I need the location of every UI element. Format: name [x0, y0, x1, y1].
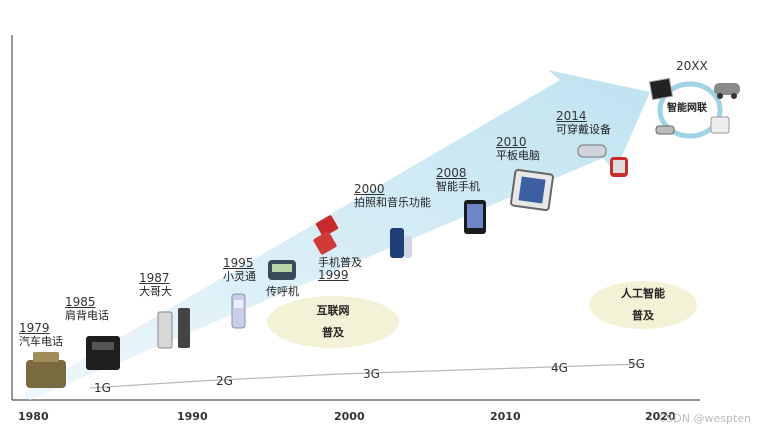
pager-icon — [268, 260, 296, 280]
event-label: 大哥大 — [139, 285, 172, 298]
bubble-line1: 人工智能 — [621, 287, 665, 300]
event-label: 肩背电话 — [65, 309, 109, 322]
event-label: 汽车电话 — [19, 335, 63, 348]
event-pager: 传呼机 — [266, 285, 299, 298]
tablet-icon — [510, 168, 554, 212]
smart-connect-circle — [657, 81, 723, 139]
car-icon — [714, 83, 740, 99]
event-2008: 2008 智能手机 — [436, 166, 480, 194]
bubble-line1: 互联网 — [316, 304, 350, 317]
event-year: 1979 — [19, 321, 50, 335]
event-1995: 1995 小灵通 — [223, 256, 256, 284]
car-phone-icon — [26, 352, 66, 388]
music-phone-icon — [390, 228, 412, 258]
ai-bubble — [589, 281, 697, 329]
event-year: 1985 — [65, 295, 96, 309]
bubble-line2: 普及 — [632, 309, 654, 322]
bubble-line2: 普及 — [322, 326, 344, 339]
smartwatch-icon — [610, 157, 628, 177]
event-1979: 1979 汽车电话 — [19, 321, 63, 349]
event-label: 拍照和音乐功能 — [354, 196, 431, 209]
event-year: 1987 — [139, 271, 170, 285]
phs-phone-icon — [231, 293, 246, 329]
axis-year-2020: 2020 — [645, 410, 676, 423]
event-year: 1995 — [223, 256, 254, 270]
event-2014: 2014 可穿戴设备 — [556, 109, 611, 137]
event-1999: 手机普及 1999 — [318, 256, 362, 282]
bag-phone-icon — [86, 336, 120, 370]
gen-1g: 1G — [94, 381, 111, 395]
event-year: 2000 — [354, 182, 385, 196]
laptop-icon — [649, 77, 673, 101]
event-label: 小灵通 — [223, 270, 256, 283]
smartphone-icon — [464, 200, 486, 234]
vr-glasses-icon — [577, 144, 607, 158]
internet-bubble-text: 互联网 普及 — [293, 300, 373, 344]
event-1985: 1985 肩背电话 — [65, 295, 109, 323]
internet-bubble — [267, 296, 399, 348]
axis-year-1990: 1990 — [177, 410, 208, 423]
event-label: 可穿戴设备 — [556, 123, 611, 136]
event-year: 2014 — [556, 109, 587, 123]
watermark: CSDN @wespten — [658, 412, 751, 425]
gen-4g: 4G — [551, 361, 568, 375]
event-2000: 2000 拍照和音乐功能 — [354, 182, 431, 210]
generation-line — [89, 363, 641, 389]
flip-phone-icon — [313, 215, 339, 255]
event-2010: 2010 平板电脑 — [496, 135, 540, 163]
gen-2g: 2G — [216, 374, 233, 388]
tshirt-icon — [710, 116, 730, 134]
event-year: 1999 — [318, 268, 349, 282]
axis-year-2010: 2010 — [490, 410, 521, 423]
event-20xx: 20XX — [676, 60, 708, 73]
ai-bubble-text: 人工智能 普及 — [603, 283, 683, 327]
event-year: 2010 — [496, 135, 527, 149]
gen-5g: 5G — [628, 357, 645, 371]
gen-3g: 3G — [363, 367, 380, 381]
smart-connect-label: 智能网联 — [667, 103, 707, 114]
axis-year-2000: 2000 — [334, 410, 365, 423]
axis-year-1980: 1980 — [18, 410, 49, 423]
event-year: 2008 — [436, 166, 467, 180]
event-label: 传呼机 — [266, 285, 299, 298]
brick-phone-icon — [157, 308, 190, 349]
event-label: 智能手机 — [436, 180, 480, 193]
glasses-icon — [655, 125, 675, 135]
event-label: 手机普及 — [318, 256, 362, 269]
event-label: 平板电脑 — [496, 149, 540, 162]
event-year: 20XX — [676, 59, 708, 73]
event-1987: 1987 大哥大 — [139, 271, 172, 299]
